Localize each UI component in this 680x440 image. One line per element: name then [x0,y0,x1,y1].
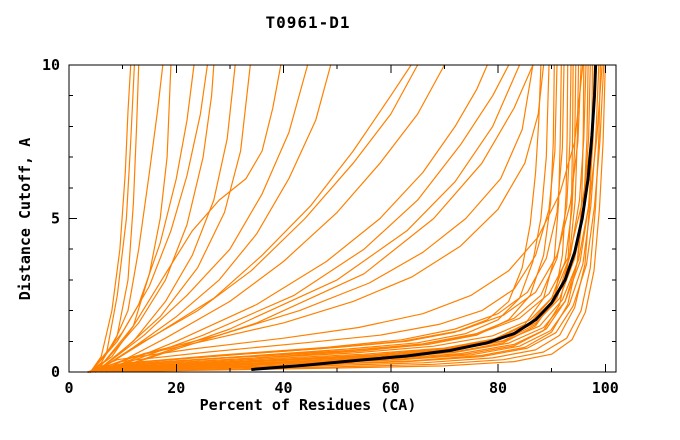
plot-border [68,64,617,373]
model-curve [87,64,582,373]
x-tick-label: 20 [167,379,185,397]
model-curve [87,64,584,373]
y-tick-label: 0 [51,363,60,381]
model-curve [105,64,521,373]
y-tick-label: 10 [42,56,60,74]
model-curve [87,64,600,373]
model-curve [89,64,195,373]
model-curve [87,64,598,373]
model-curve [87,64,585,373]
model-curve [105,64,534,373]
x-axis-label: Percent of Residues (CA) [199,396,417,414]
model-curve [87,64,603,373]
model-curve [100,64,488,373]
model-curve [89,64,534,373]
model-curve [87,64,602,373]
y-tick-label: 5 [51,210,60,228]
model-curve [100,64,445,373]
x-tick-label: 60 [382,379,400,397]
model-curve [95,64,309,373]
model-curve [89,64,132,373]
x-tick-label: 80 [489,379,507,397]
model-curve [87,64,605,373]
x-tick-label: 40 [274,379,292,397]
model-curve [95,64,419,373]
reference-curve [251,64,598,371]
model-curve [89,64,545,373]
model-curve [87,64,596,373]
model-curve [95,64,236,373]
model-curve [87,64,606,373]
model-curve [87,64,587,373]
chart-title: T0961-D1 [265,13,351,32]
x-tick-label: 0 [64,379,73,397]
model-curve [95,64,282,373]
model-curve [87,64,558,373]
model-curve [89,64,140,373]
model-curve [95,64,332,373]
model-curve [89,64,172,373]
x-tick-label: 100 [592,379,619,397]
model-curve [87,64,577,373]
model-curve [87,64,562,373]
model-curve [89,64,208,373]
model-curve [87,64,580,373]
model-curve [95,64,251,373]
model-curve [87,64,565,373]
model-curve [100,64,510,373]
model-curve [89,64,215,373]
